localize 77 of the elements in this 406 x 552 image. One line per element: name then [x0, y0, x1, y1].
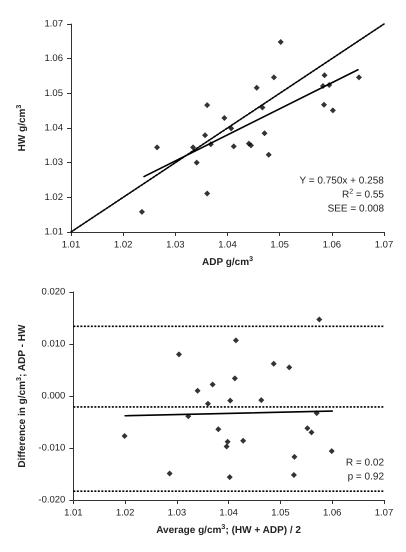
point — [227, 398, 234, 404]
annotation: R = 0.02 — [346, 458, 384, 468]
x-tick-label: 1.03 — [168, 508, 186, 518]
point — [356, 74, 362, 80]
x-tick-label: 1.06 — [322, 240, 342, 250]
y-tick-label: 1.01 — [44, 226, 63, 238]
y-tick-label: 1.04 — [44, 122, 63, 134]
y-tick-label: 1.02 — [44, 192, 63, 203]
x-tick-label: 1.06 — [322, 508, 342, 518]
point — [232, 337, 239, 344]
x-tick-label: 1.05 — [270, 240, 289, 250]
point — [210, 382, 216, 388]
point — [204, 190, 210, 197]
point — [330, 107, 336, 114]
point — [185, 413, 192, 420]
annotation: p = 0.92 — [348, 472, 384, 482]
point — [204, 400, 211, 407]
point — [224, 443, 230, 450]
point — [202, 132, 208, 138]
x-tick-label: 1.04 — [219, 508, 238, 518]
x-tick-label: 1.01 — [64, 508, 83, 518]
point — [190, 144, 196, 150]
point — [286, 364, 292, 370]
y-tick-label: 0.020 — [42, 286, 66, 298]
point — [290, 472, 297, 478]
point — [204, 102, 210, 108]
point — [138, 208, 145, 215]
y-tick-label: 0.000 — [42, 390, 66, 402]
point — [154, 144, 160, 150]
annotation: SEE = 0.008 — [328, 204, 384, 214]
x-tick-label: 1.05 — [271, 508, 290, 518]
point — [314, 410, 320, 416]
x-tick-label: 1.07 — [374, 240, 394, 250]
point — [326, 82, 332, 88]
point — [166, 470, 173, 476]
point — [215, 426, 222, 432]
point — [194, 160, 200, 166]
x-tick-label: 1.02 — [116, 508, 134, 518]
x-tick-label: 1.04 — [218, 240, 237, 250]
y-tick-label: 1.03 — [44, 157, 63, 168]
point — [304, 425, 310, 432]
y-tick-label: 0.010 — [42, 338, 66, 350]
point — [208, 141, 214, 148]
point — [226, 474, 233, 480]
point — [176, 351, 182, 358]
y-tick-label: 1.05 — [44, 88, 63, 99]
point — [122, 433, 128, 440]
point — [221, 114, 228, 121]
point — [230, 143, 237, 150]
point — [240, 438, 246, 444]
point — [258, 397, 264, 404]
point — [259, 104, 266, 111]
point — [278, 39, 284, 46]
point — [224, 438, 231, 445]
point — [320, 83, 326, 90]
point — [194, 388, 201, 394]
point — [270, 74, 277, 80]
x-tick-label: 1.01 — [62, 240, 80, 250]
point — [291, 454, 298, 460]
point — [254, 84, 260, 91]
x-tick-label: 1.03 — [166, 240, 185, 250]
point — [328, 448, 335, 454]
point — [316, 316, 322, 323]
point — [266, 152, 272, 158]
x-tick-label: 1.02 — [114, 240, 132, 250]
y-tick-label: -0.010 — [38, 442, 66, 454]
point — [270, 360, 277, 367]
x-tick-label: 1.07 — [374, 508, 394, 518]
y-tick-label: 1.07 — [44, 18, 63, 30]
point — [321, 102, 328, 108]
point — [322, 72, 328, 78]
point — [262, 130, 268, 136]
point — [232, 375, 238, 382]
point — [308, 429, 315, 436]
y-tick-label: -0.020 — [38, 494, 66, 506]
annotation: Y = 0.750x + 0.258 — [299, 176, 384, 186]
y-tick-label: 1.06 — [44, 53, 63, 64]
